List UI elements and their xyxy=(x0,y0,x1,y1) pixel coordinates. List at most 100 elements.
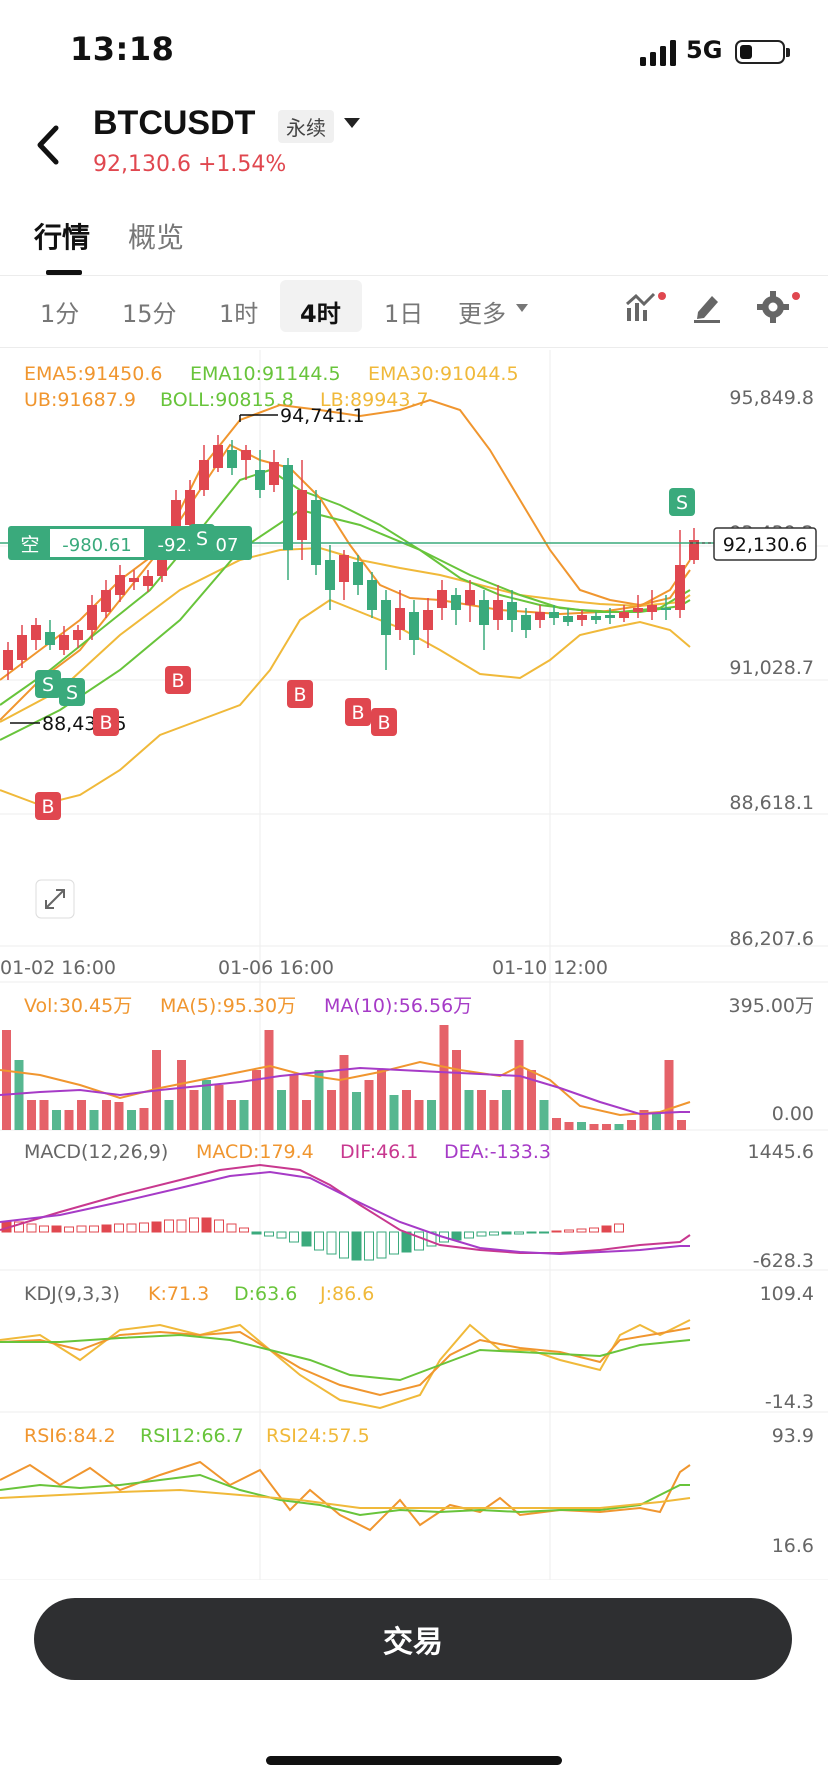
rsi6-line xyxy=(0,1460,691,1532)
vol-ma10-line xyxy=(0,1066,690,1116)
svg-text:B: B xyxy=(293,684,306,706)
dif-line xyxy=(0,1163,691,1254)
tab-market[interactable]: 行情 xyxy=(34,221,91,254)
interval-1h[interactable]: 1时 xyxy=(219,300,259,328)
ema10-label: EMA10:91144.5 xyxy=(190,363,341,385)
boll-lower-line xyxy=(0,598,691,807)
kdj-y-max: 109.4 xyxy=(760,1283,814,1305)
trade-button[interactable]: 交易 xyxy=(34,1598,792,1680)
indicator-icon[interactable] xyxy=(624,290,658,324)
sell-marker: S xyxy=(669,488,695,516)
high-price-label: 94,741.1 xyxy=(280,405,365,427)
vol-y-min: 0.00 xyxy=(772,1103,814,1125)
x-axis-label: 01-02 16:00 xyxy=(0,957,116,979)
y-axis-label: 88,618.1 xyxy=(729,792,814,814)
rsi12-line xyxy=(0,1473,690,1517)
buy-marker: B xyxy=(371,708,397,736)
interval-4h[interactable]: 4时 xyxy=(300,300,341,328)
current-price-tag xyxy=(713,527,817,561)
settings-notify-dot xyxy=(792,292,800,300)
vol-ma5-line xyxy=(0,1060,691,1117)
draw-pen-icon[interactable] xyxy=(690,290,724,324)
indicator-notify-dot xyxy=(658,292,666,300)
dea-line xyxy=(0,1170,690,1256)
candles-layer xyxy=(3,435,699,680)
ema30-line xyxy=(0,546,691,723)
svg-text:S: S xyxy=(676,492,688,514)
ema5-line xyxy=(0,443,691,681)
rsi-y-max: 93.9 xyxy=(772,1425,814,1447)
battery-icon xyxy=(735,40,790,64)
macd-y-max: 1445.6 xyxy=(748,1141,814,1163)
rsi-y-min: 16.6 xyxy=(772,1535,814,1557)
x-axis-label: 01-06 16:00 xyxy=(218,957,334,979)
dif-value: DIF:46.1 xyxy=(340,1141,418,1163)
interval-1m[interactable]: 1分 xyxy=(40,300,80,328)
buy-marker: B xyxy=(287,680,313,708)
current-price-text: 92,130.6 xyxy=(723,534,808,556)
sell-marker: S xyxy=(59,678,85,706)
volume-bars xyxy=(2,1025,686,1130)
back-arrow-icon[interactable] xyxy=(30,122,66,168)
kdj-d-line xyxy=(0,1333,691,1382)
selected-interval-bg xyxy=(280,280,362,332)
macd-y-min: -628.3 xyxy=(753,1250,814,1272)
tab-overview[interactable]: 概览 xyxy=(128,221,185,254)
expand-icon xyxy=(45,889,65,909)
position-pnl: -980.61 xyxy=(62,535,131,556)
kline-chart[interactable]: EMA5:91450.6 EMA10:91144.5 EMA30:91044.5… xyxy=(0,350,828,1580)
status-time: 13:18 xyxy=(70,30,175,68)
macd-histogram xyxy=(1,1217,624,1261)
rsi24-line xyxy=(0,1488,691,1509)
svg-text:S: S xyxy=(66,682,78,704)
y-axis-label: 95,849.8 xyxy=(729,387,814,409)
ema10-line xyxy=(0,468,691,706)
ema5-label: EMA5:91450.6 xyxy=(24,363,162,385)
contract-type-badge[interactable]: 永续 xyxy=(278,110,334,143)
k-value: K:71.3 xyxy=(148,1283,209,1305)
network-type: 5G xyxy=(686,36,723,64)
position-side: 空 xyxy=(20,534,39,556)
svg-text:S: S xyxy=(42,674,54,696)
divider xyxy=(0,347,828,348)
position-tag[interactable]: 空 -980.61 -92.5107 xyxy=(8,526,252,560)
vol-label: Vol:30.45万 xyxy=(24,995,132,1017)
macd-title: MACD(12,26,9) xyxy=(24,1141,168,1163)
svg-text:B: B xyxy=(377,712,390,734)
symbol-dropdown-icon[interactable] xyxy=(344,118,360,128)
svg-text:S: S xyxy=(196,528,208,550)
ub-label: UB:91687.9 xyxy=(24,389,136,411)
kdj-y-min: -14.3 xyxy=(765,1391,814,1413)
interval-more[interactable]: 更多 xyxy=(458,300,506,328)
home-indicator xyxy=(266,1756,562,1765)
y-axis-label: 86,207.6 xyxy=(729,928,814,950)
signal-icon xyxy=(640,40,676,66)
rsi12-value: RSI12:66.7 xyxy=(140,1425,244,1447)
svg-text:B: B xyxy=(41,796,54,818)
expand-chart-button[interactable] xyxy=(35,879,75,919)
interval-1d[interactable]: 1日 xyxy=(384,300,424,328)
sell-marker: S xyxy=(35,670,61,698)
kdj-k-line xyxy=(0,1327,691,1397)
interval-15m[interactable]: 15分 xyxy=(122,300,177,328)
divider xyxy=(0,275,828,276)
buy-marker: B xyxy=(165,666,191,694)
symbol-title[interactable]: BTCUSDT xyxy=(93,104,256,142)
dea-value: DEA:-133.3 xyxy=(444,1141,551,1163)
buy-marker: B xyxy=(345,698,371,726)
more-caret-icon[interactable] xyxy=(516,304,528,312)
kdj-j-line xyxy=(0,1319,691,1410)
buy-marker: B xyxy=(93,708,119,736)
vol-y-max: 395.00万 xyxy=(729,995,814,1017)
lb-label: LB:89943.7 xyxy=(320,389,429,411)
d-value: D:63.6 xyxy=(234,1283,297,1305)
gear-icon[interactable] xyxy=(756,290,790,324)
j-value: J:86.6 xyxy=(319,1283,374,1305)
boll-label: BOLL:90815.8 xyxy=(160,389,294,411)
svg-text:B: B xyxy=(351,702,364,724)
rsi6-value: RSI6:84.2 xyxy=(24,1425,116,1447)
y-axis-label: 91,028.7 xyxy=(729,657,814,679)
rsi24-value: RSI24:57.5 xyxy=(266,1425,370,1447)
ema30-label: EMA30:91044.5 xyxy=(368,363,519,385)
